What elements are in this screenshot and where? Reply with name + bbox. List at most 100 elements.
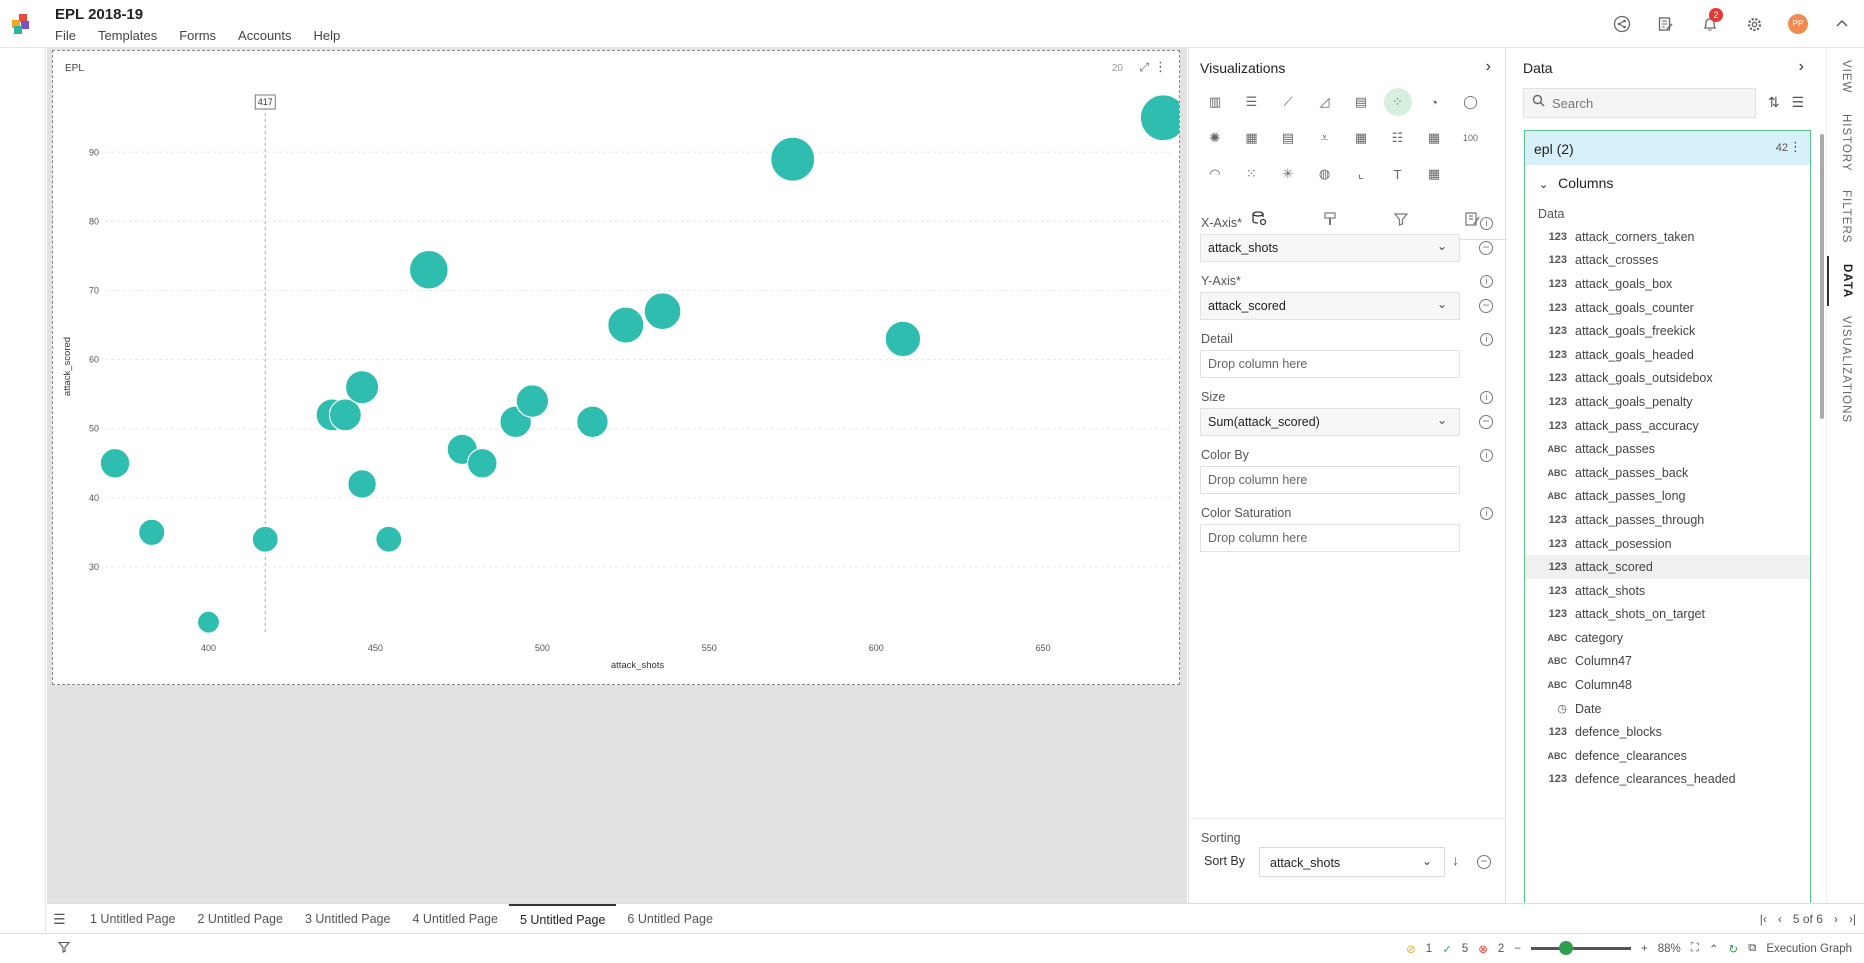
tab-filter[interactable] [1365,198,1436,240]
column-item[interactable]: ABC Column47 [1525,650,1810,674]
size-info-icon[interactable]: i [1480,391,1493,404]
donut-chart-icon[interactable]: ◯ [1463,94,1478,109]
execution-graph-label[interactable]: Execution Graph [1766,942,1852,955]
grid-icon[interactable]: ▦ [1427,130,1441,145]
page-tab[interactable]: 3 Untitled Page [304,912,391,926]
color-saturation-dropzone[interactable]: Drop column here [1200,524,1460,552]
app-logo[interactable] [12,14,32,34]
column-item[interactable]: 123 attack_goals_counter [1525,296,1810,320]
menu-help[interactable]: Help [313,28,341,43]
heatmap-icon[interactable]: ⁙ [1246,166,1257,181]
data-point[interactable] [196,610,221,634]
menu-templates[interactable]: Templates [97,28,158,43]
data-point[interactable] [884,320,922,358]
data-point[interactable] [344,370,380,405]
scatter-chart-icon[interactable]: ⁘ [1383,88,1412,116]
column-item[interactable]: 123 attack_scored [1525,555,1810,579]
calculator-icon[interactable]: ▦ [1427,166,1441,181]
zoom-in-icon[interactable]: + [1641,942,1648,955]
tab-history[interactable]: HISTORY [1827,110,1864,176]
column-item[interactable]: ABC defence_clearances [1525,744,1810,768]
y-axis-info-icon[interactable]: i [1480,275,1493,288]
column-item[interactable]: 123 attack_crosses [1525,249,1810,273]
column-item[interactable]: 123 attack_goals_freekick [1525,319,1810,343]
column-item[interactable]: 123 attack_goals_box [1525,272,1810,296]
column-item[interactable]: ABC Column48 [1525,673,1810,697]
column-item[interactable]: 123 attack_goals_outsidebox [1525,367,1810,391]
tab-visualizations[interactable]: VISUALIZATIONS [1827,314,1864,426]
data-point[interactable] [607,306,645,344]
columns-group-header[interactable]: ⌄ Columns [1539,175,1613,191]
sort-remove-icon[interactable]: − [1477,855,1491,869]
size-remove-icon[interactable]: − [1479,415,1493,429]
more-options-icon[interactable]: ⋮ [1154,59,1167,74]
share-icon[interactable] [1600,0,1644,48]
column-item[interactable]: ABC attack_passes_long [1525,485,1810,509]
fit-screen-icon[interactable]: ⛶ [1690,942,1699,954]
menu-accounts[interactable]: Accounts [238,28,292,43]
radar-chart-icon[interactable]: ✺ [1209,130,1221,145]
color-by-dropzone[interactable]: Drop column here [1200,466,1460,494]
tab-format[interactable] [1294,198,1365,240]
notifications-bell-icon[interactable]: 2 [1688,0,1732,48]
menu-forms[interactable]: Forms [179,28,217,43]
data-point[interactable] [466,447,498,479]
last-page-icon[interactable]: ›| [1848,912,1856,926]
area-chart-icon[interactable]: ◿ [1319,94,1330,109]
data-point[interactable] [99,447,131,479]
page-tab[interactable]: 1 Untitled Page [90,912,176,926]
pivot-table-icon[interactable]: ▦ [1245,130,1258,145]
geo-map-icon[interactable]: ◍ [1318,166,1331,181]
column-item[interactable]: 123 defence_clearances_headed [1525,768,1810,792]
data-point[interactable] [251,525,279,553]
column-item[interactable]: ◷ Date [1525,697,1810,721]
network-icon[interactable]: ✳ [1282,166,1294,181]
menu-icon[interactable]: ☰ [53,911,66,927]
zoom-slider[interactable] [1531,941,1632,955]
column-item[interactable]: 123 attack_pass_accuracy [1525,414,1810,438]
size-select[interactable]: Sum(attack_scored) ⌄ [1200,408,1460,436]
column-item[interactable]: 123 attack_posession [1525,532,1810,556]
detail-dropzone[interactable]: Drop column here [1200,350,1460,378]
dataset-more-icon[interactable]: ⋮ [1789,139,1802,154]
detail-info-icon[interactable]: i [1480,333,1493,346]
refresh-icon[interactable]: ↻ [1728,943,1739,956]
data-point[interactable] [328,398,362,432]
data-point[interactable] [138,518,166,547]
bar-chart-icon[interactable]: ☰ [1245,94,1258,109]
warning-icon[interactable]: ⊘ [1406,943,1416,956]
data-point[interactable] [408,249,449,290]
chevron-up-icon[interactable]: ⌃ [1708,943,1719,956]
menu-file[interactable]: File [55,28,76,43]
search-input[interactable]: Search [1523,88,1756,118]
column-chart-icon[interactable]: ▥ [1208,94,1222,109]
column-item[interactable]: 123 attack_goals_headed [1525,343,1810,367]
kpi-100-icon[interactable]: 100 [1462,133,1479,143]
chevron-right-icon[interactable]: › [1798,58,1804,75]
column-item[interactable]: 123 attack_passes_through [1525,508,1810,532]
card-list-icon[interactable]: ☷ [1391,130,1404,145]
data-point[interactable] [347,469,377,499]
error-icon[interactable]: ⊗ [1478,943,1488,956]
column-item[interactable]: 123 defence_blocks [1525,720,1810,744]
data-point[interactable] [515,384,550,418]
column-item[interactable]: ABC category [1525,626,1810,650]
column-item[interactable]: ABC attack_passes [1525,437,1810,461]
filter-icon[interactable] [57,941,71,956]
detail-table-icon[interactable]: ▤ [1281,130,1295,145]
user-avatar[interactable]: PP [1776,0,1820,48]
scatter-chart-widget[interactable]: 30 40 50 60 70 80 90 400 450 500 550 600 650 attack_s… [52,50,1180,685]
combo-chart-icon[interactable]: ▤ [1354,94,1368,109]
line-chart-icon[interactable]: ⟋ [1283,94,1293,109]
tab-view[interactable]: VIEW [1827,54,1864,100]
column-item[interactable]: 123 attack_corners_taken [1525,225,1810,249]
tab-analytics[interactable] [1436,198,1507,240]
tab-data[interactable]: DATA [1827,256,1864,306]
funnel-chart-icon[interactable]: ⩡ [1320,130,1329,145]
column-item[interactable]: 123 attack_shots [1525,579,1810,603]
pie-chart-icon[interactable]: ◔ [1430,94,1438,110]
data-point[interactable] [1139,94,1179,142]
page-tab[interactable]: 2 Untitled Page [197,912,283,926]
list-options-icon[interactable]: ☰ [1791,94,1804,110]
gauge-icon[interactable]: ◠ [1209,166,1221,181]
